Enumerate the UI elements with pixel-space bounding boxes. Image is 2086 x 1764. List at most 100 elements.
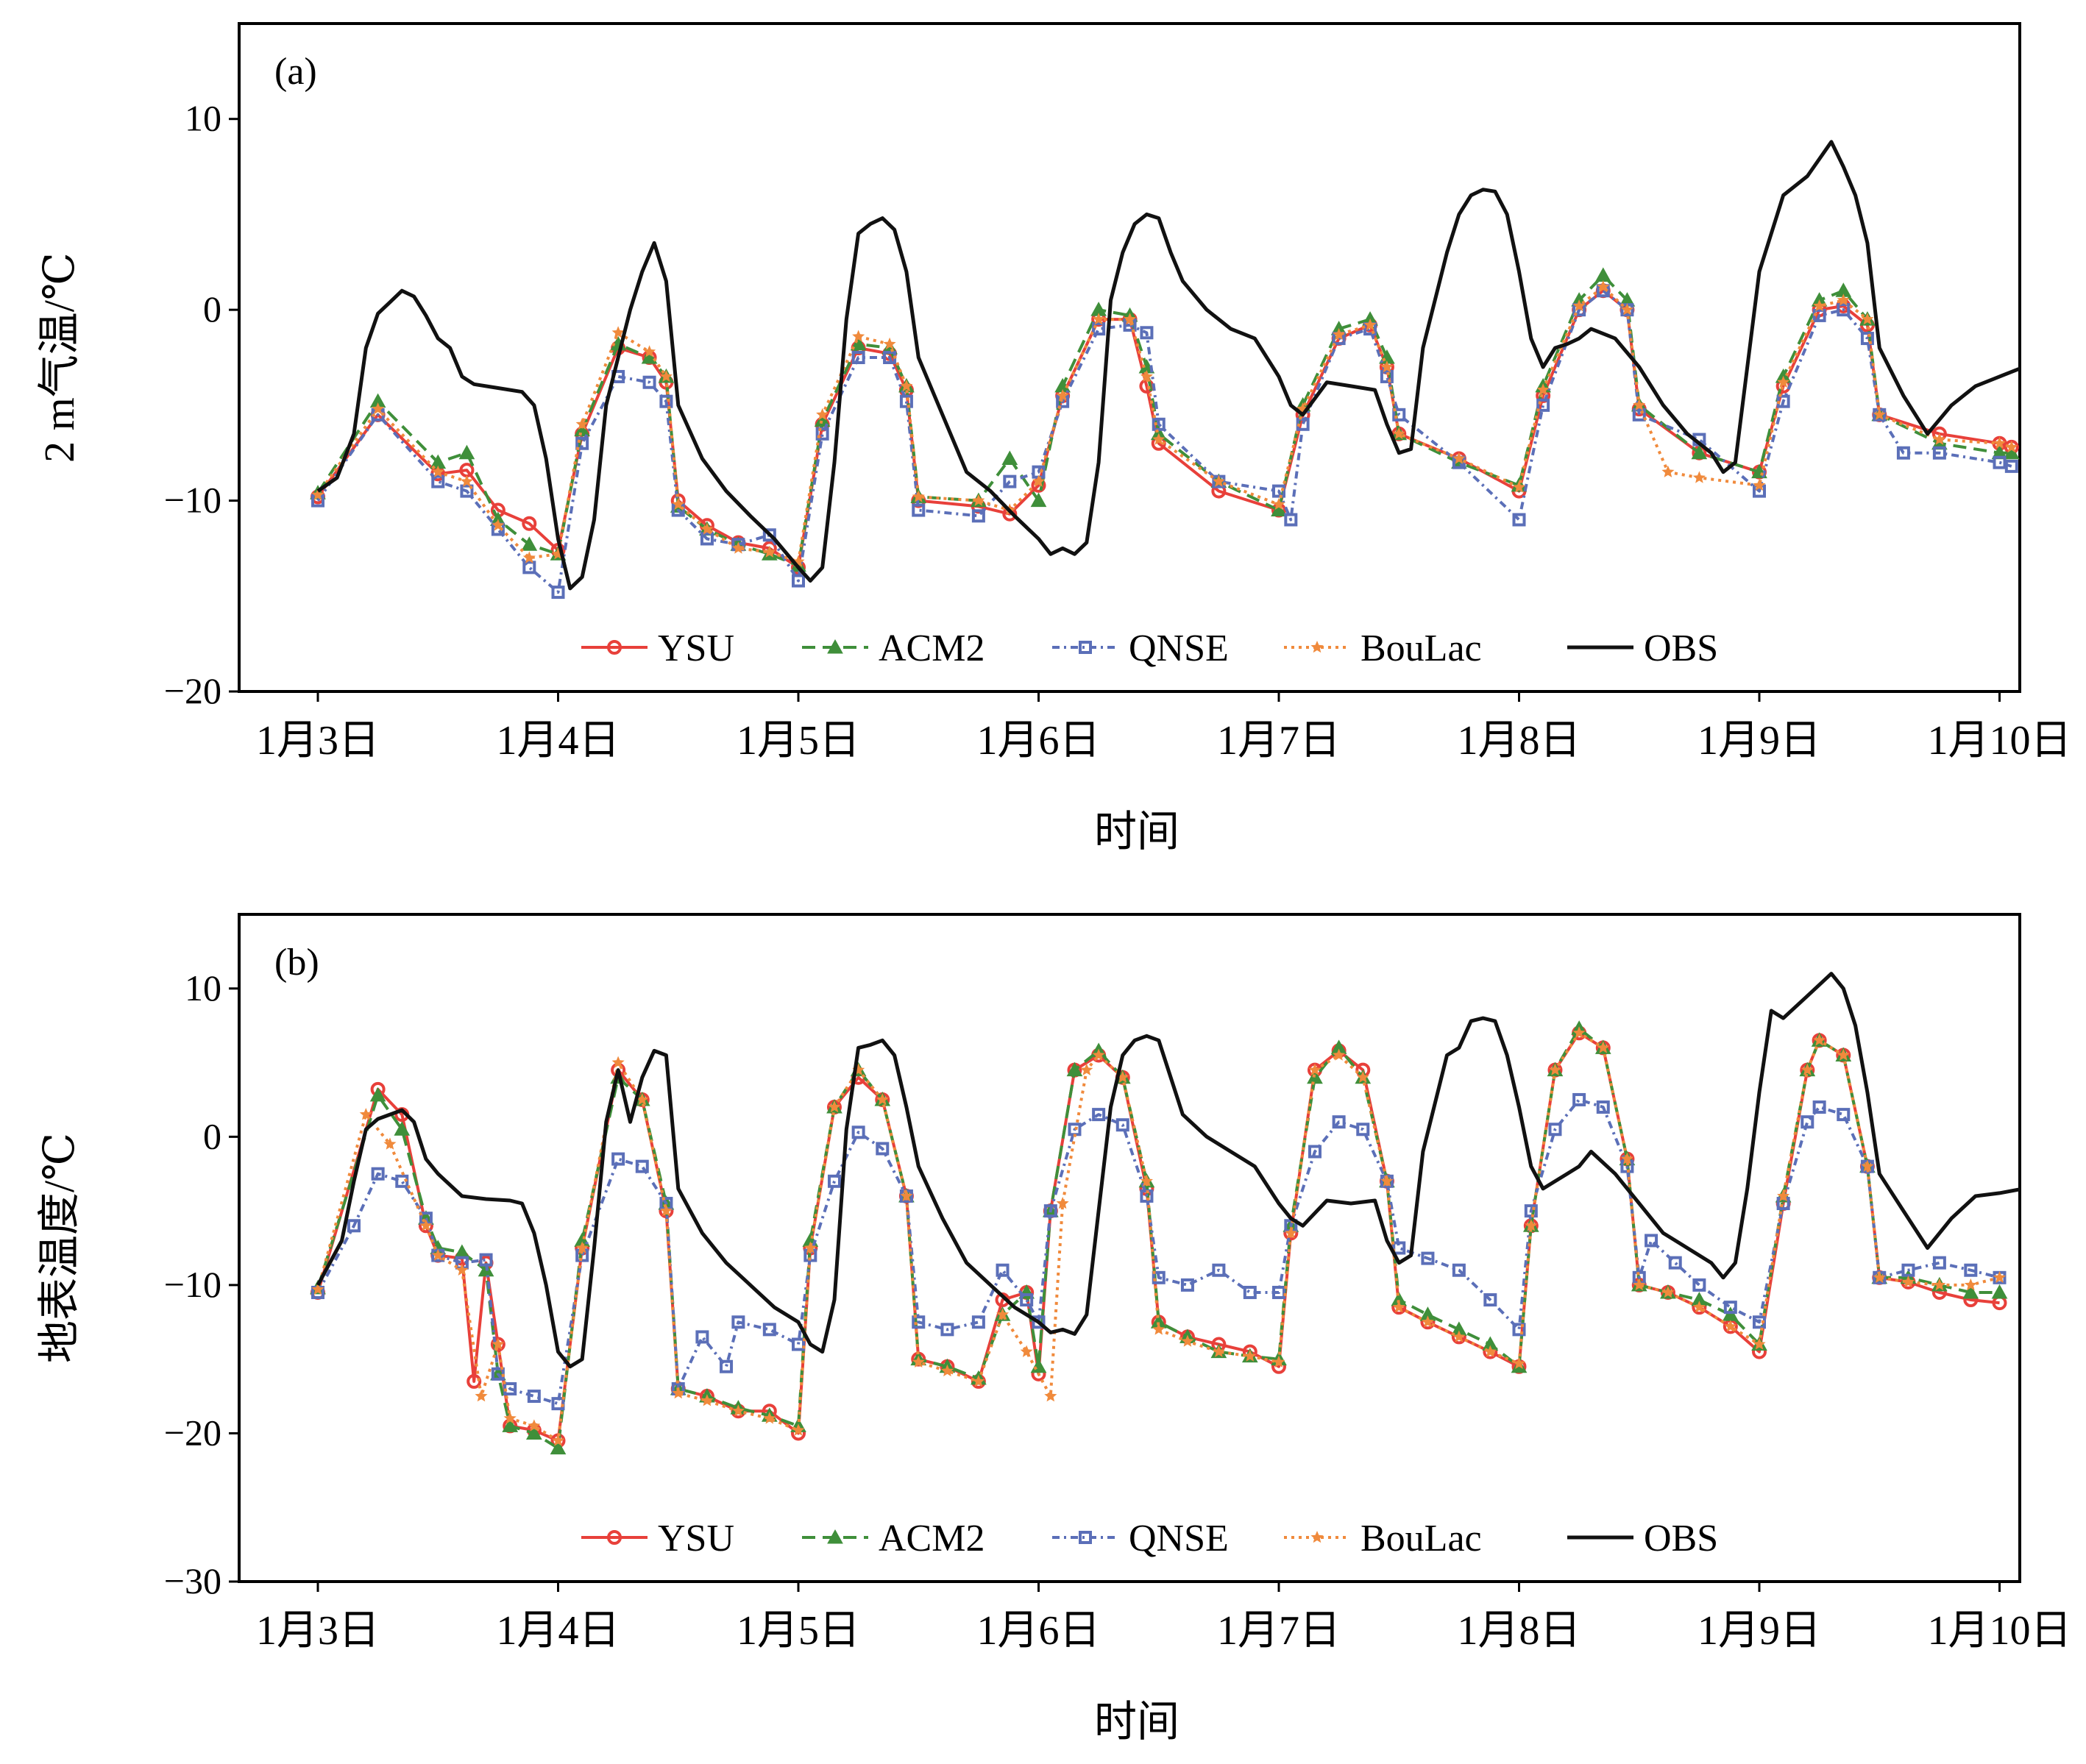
data-point-boulac xyxy=(1421,1315,1434,1328)
data-point-boulac xyxy=(1661,1286,1675,1298)
data-point-boulac xyxy=(383,1137,397,1150)
y-tick-label: 10 xyxy=(185,967,221,1009)
data-point-boulac xyxy=(1777,1189,1790,1202)
data-point-boulac xyxy=(431,1248,444,1261)
legend-marker-ysu xyxy=(607,1530,622,1545)
series-group xyxy=(310,140,2020,600)
data-point-acm2 xyxy=(1594,267,1611,282)
series-line-qnse xyxy=(316,1098,2000,1406)
data-point-boulac xyxy=(1380,1174,1394,1187)
data-point-qnse xyxy=(635,1159,649,1173)
data-point-boulac xyxy=(1152,1323,1166,1335)
data-point-boulac xyxy=(1692,1301,1706,1313)
data-point-ysu xyxy=(522,516,537,531)
data-point-boulac xyxy=(1333,327,1346,341)
x-tick-label: 1月5日 xyxy=(737,718,860,764)
data-point-qnse xyxy=(522,561,536,575)
x-tick-label: 1月7日 xyxy=(1217,1608,1341,1654)
data-point-qnse xyxy=(575,436,589,450)
data-point-acm2 xyxy=(521,536,538,551)
data-point-boulac xyxy=(311,488,324,501)
data-point-boulac xyxy=(1056,388,1069,402)
legend-label-acm2: ACM2 xyxy=(879,1518,985,1559)
data-point-qnse xyxy=(1692,1278,1706,1292)
y-axis-label: 地表温度/℃ xyxy=(35,1133,83,1363)
data-point-qnse xyxy=(1668,1256,1682,1270)
data-point-boulac xyxy=(1140,369,1153,383)
data-point-boulac xyxy=(1597,1041,1610,1053)
data-point-qnse xyxy=(1180,1278,1194,1292)
legend-label-qnse: QNSE xyxy=(1129,627,1229,669)
data-point-boulac xyxy=(912,490,925,502)
data-point-qnse xyxy=(1380,369,1394,383)
data-point-boulac xyxy=(1392,427,1405,440)
data-point-boulac xyxy=(996,1308,1010,1320)
data-point-boulac xyxy=(419,1219,433,1231)
data-point-boulac xyxy=(611,1056,625,1068)
y-tick-label: −30 xyxy=(164,1560,221,1601)
data-point-qnse xyxy=(1392,1241,1406,1255)
data-point-boulac xyxy=(1873,408,1886,421)
data-point-qnse xyxy=(431,474,445,488)
data-point-qnse xyxy=(695,1330,709,1344)
data-point-qnse xyxy=(1452,1263,1466,1277)
data-point-qnse xyxy=(551,586,565,600)
data-point-qnse xyxy=(1632,408,1646,422)
data-point-qnse xyxy=(762,528,776,542)
data-point-boulac xyxy=(1548,1063,1561,1075)
x-tick-label: 1月10日 xyxy=(1928,718,2072,764)
data-point-boulac xyxy=(1993,436,2007,449)
data-point-boulac xyxy=(1692,471,1706,483)
data-point-qnse xyxy=(1152,1270,1166,1284)
data-point-boulac xyxy=(1363,318,1377,331)
legend: YSU ACM2 QNSE BouLac OBS xyxy=(581,1518,1718,1559)
data-point-qnse xyxy=(1837,303,1851,317)
data-point-qnse xyxy=(347,1219,361,1233)
data-point-qnse xyxy=(1243,1285,1257,1299)
data-point-boulac xyxy=(460,474,473,487)
panel-label: (b) xyxy=(274,942,319,984)
legend-marker-qnse xyxy=(1079,1531,1092,1544)
legend-label-qnse: QNSE xyxy=(1129,1518,1229,1559)
data-point-boulac xyxy=(1080,1063,1093,1075)
data-point-boulac xyxy=(1993,1270,2007,1284)
data-point-qnse xyxy=(1723,1301,1737,1315)
data-point-boulac xyxy=(575,417,589,430)
data-point-boulac xyxy=(659,369,673,383)
x-tick-label: 1月8日 xyxy=(1458,718,1581,764)
data-point-boulac xyxy=(700,1394,714,1406)
data-point-boulac xyxy=(1020,1345,1033,1357)
data-point-qnse xyxy=(1896,446,1910,460)
data-point-boulac xyxy=(1964,1278,1977,1291)
x-tick-label: 1月9日 xyxy=(1697,718,1821,764)
data-point-boulac xyxy=(1512,480,1526,493)
data-point-boulac xyxy=(431,465,444,477)
data-point-qnse xyxy=(1548,1123,1562,1137)
data-point-boulac xyxy=(1092,313,1105,325)
data-point-boulac xyxy=(1272,1355,1285,1368)
data-point-boulac xyxy=(1724,1320,1737,1332)
series-line-boulac xyxy=(316,285,2012,563)
legend-label-ysu: YSU xyxy=(658,627,734,669)
legend-marker-qnse xyxy=(1079,641,1092,654)
x-tick-label: 1月3日 xyxy=(256,718,380,764)
data-point-boulac xyxy=(1933,433,1946,445)
data-point-boulac xyxy=(792,555,805,567)
data-point-qnse xyxy=(1932,446,1946,460)
data-point-qnse xyxy=(912,1315,926,1329)
data-point-boulac xyxy=(1861,313,1874,325)
data-point-qnse xyxy=(395,1174,409,1188)
panel-label: (a) xyxy=(274,51,317,93)
x-tick-label: 1月4日 xyxy=(497,1608,620,1654)
data-point-boulac xyxy=(492,1337,505,1350)
data-point-boulac xyxy=(475,1390,488,1402)
data-point-boulac xyxy=(659,1204,673,1217)
data-point-boulac xyxy=(359,1108,372,1120)
data-point-acm2 xyxy=(458,444,475,460)
data-point-qnse xyxy=(1812,1100,1826,1114)
data-point-boulac xyxy=(636,1092,649,1106)
data-point-boulac xyxy=(1212,474,1225,487)
data-point-boulac xyxy=(1032,474,1046,487)
series-line-acm2 xyxy=(316,274,2012,567)
